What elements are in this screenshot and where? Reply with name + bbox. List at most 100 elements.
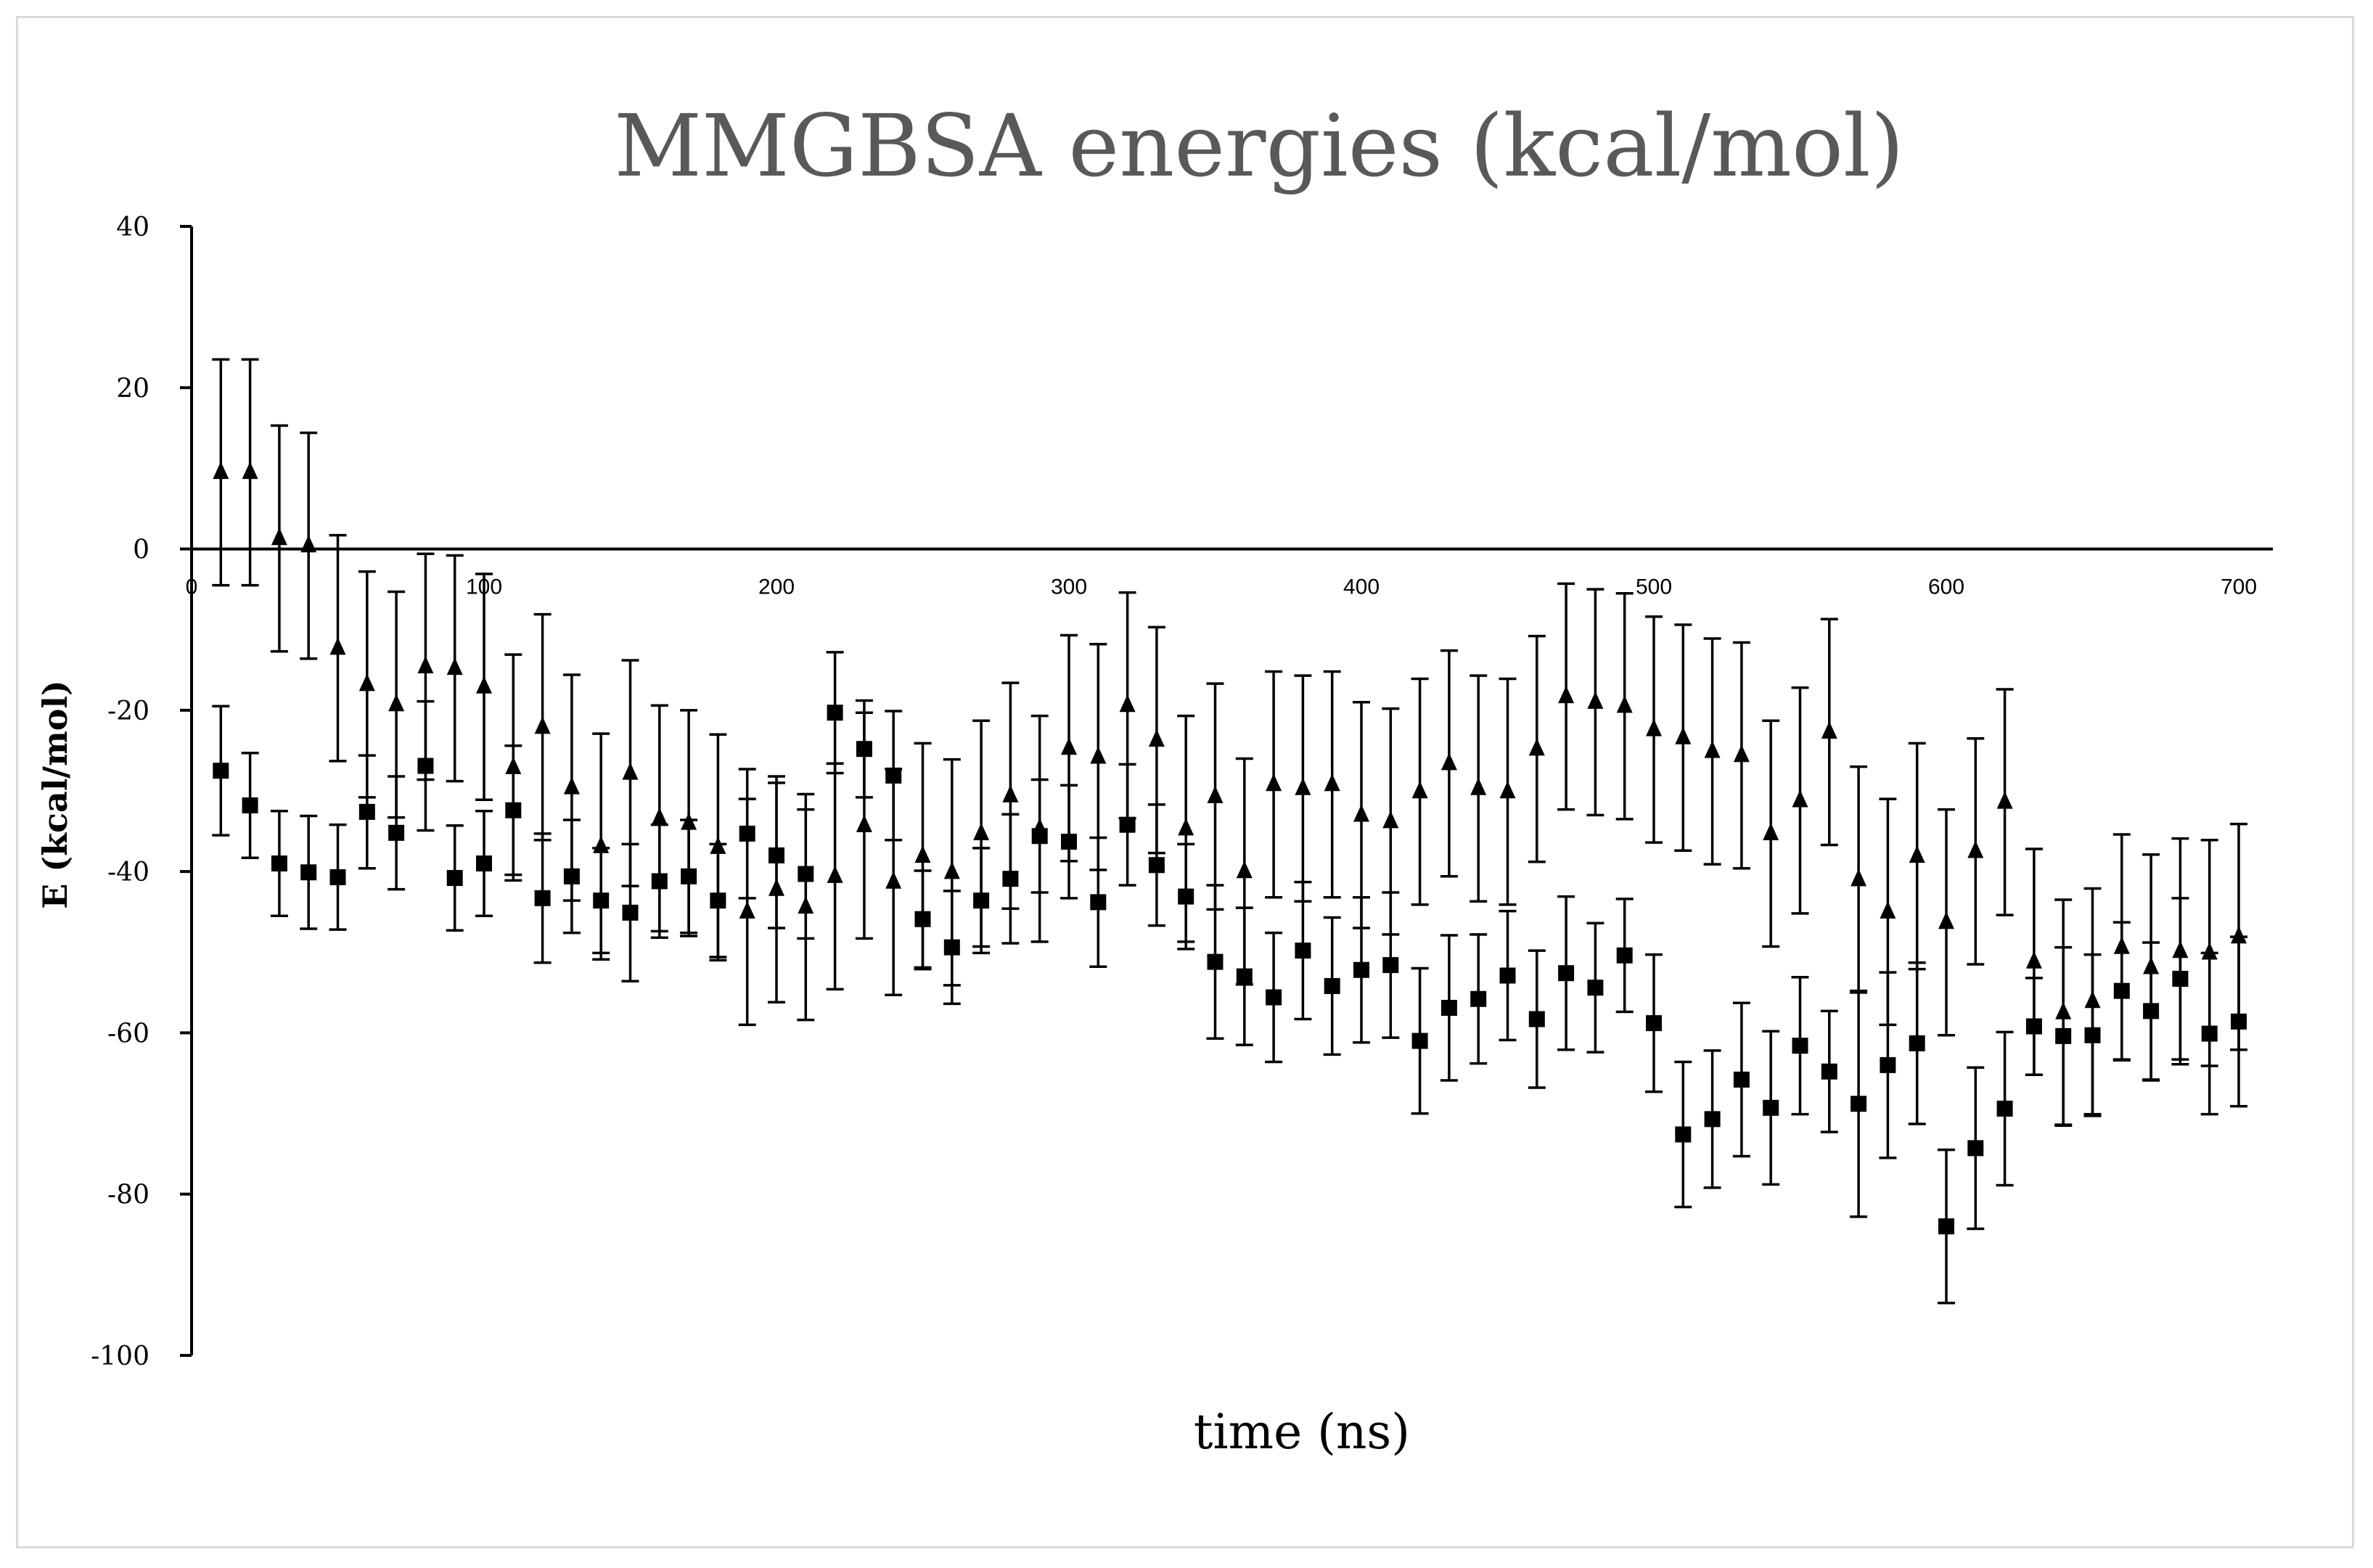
data-point-square (1324, 977, 1340, 994)
y-tick-label: 20 (116, 374, 149, 403)
data-point-square (1733, 1071, 1750, 1088)
data-point-triangle (1324, 773, 1340, 792)
data-point-triangle (651, 807, 668, 825)
data-point-triangle (242, 461, 258, 480)
data-point-square (827, 705, 843, 721)
data-point-square (1148, 857, 1165, 874)
data-point-triangle (1909, 845, 1925, 863)
data-point-square (1236, 968, 1253, 985)
data-point-triangle (1119, 694, 1136, 713)
data-point-square (1002, 871, 1019, 887)
data-point-square (1880, 1056, 1896, 1073)
data-point-square (1178, 888, 1194, 905)
data-point-triangle (1646, 718, 1662, 736)
y-tick-label: -60 (107, 1019, 149, 1048)
data-point-square (1499, 967, 1516, 984)
data-point-square (388, 824, 405, 841)
data-point-triangle (476, 676, 492, 694)
data-point-triangle (1207, 785, 1224, 803)
x-tick-label: 700 (2221, 575, 2257, 599)
data-point-triangle (856, 814, 872, 832)
data-point-triangle (329, 637, 346, 655)
data-point-triangle (1792, 789, 1808, 808)
data-point-square (798, 866, 814, 882)
data-point-square (1967, 1140, 1984, 1157)
data-point-triangle (827, 865, 843, 883)
data-point-square (622, 904, 639, 921)
data-marks (212, 358, 2247, 1305)
data-point-square (300, 864, 317, 881)
data-point-square (1266, 989, 1282, 1006)
data-point-triangle (973, 823, 990, 841)
data-point-triangle (417, 655, 434, 673)
data-point-square (2172, 970, 2189, 987)
data-point-square (1821, 1063, 1837, 1080)
data-point-square (1996, 1100, 2013, 1117)
data-point-square (2084, 1027, 2101, 1043)
data-point-triangle (1733, 744, 1750, 763)
data-point-square (856, 741, 872, 758)
data-point-triangle (914, 845, 931, 863)
data-point-triangle (1851, 869, 1867, 887)
data-point-triangle (2025, 951, 2042, 969)
data-point-square (2231, 1013, 2247, 1030)
data-point-square (1382, 957, 1399, 974)
data-point-square (1704, 1111, 1721, 1128)
data-point-square (534, 890, 551, 906)
data-point-square (1851, 1096, 1867, 1112)
data-point-square (1616, 947, 1633, 964)
data-point-triangle (213, 461, 229, 480)
data-point-triangle (1002, 784, 1019, 803)
data-point-triangle (446, 657, 463, 676)
x-tick-label: 300 (1051, 575, 1087, 599)
data-point-square (1119, 816, 1136, 833)
data-point-square (885, 767, 902, 784)
data-point-triangle (2231, 926, 2247, 944)
data-point-triangle (885, 871, 902, 889)
data-point-triangle (1821, 721, 1837, 739)
data-point-triangle (271, 528, 287, 546)
data-point-triangle (1061, 737, 1077, 755)
data-point-triangle (1499, 781, 1516, 799)
data-point-square (358, 803, 375, 820)
y-tick-label: -20 (107, 697, 149, 726)
data-point-triangle (1148, 729, 1165, 747)
data-point-square (1031, 828, 1048, 845)
data-point-square (1470, 990, 1487, 1007)
data-point-triangle (1938, 911, 1954, 929)
data-point-square (1440, 999, 1457, 1016)
data-point-square (1207, 953, 1224, 970)
data-point-triangle (943, 861, 960, 879)
data-point-triangle (563, 776, 580, 795)
data-point-square (2143, 1003, 2160, 1019)
data-point-triangle (1763, 823, 1779, 841)
data-point-square (973, 892, 990, 909)
x-tick-label: 0 (186, 575, 198, 599)
data-point-triangle (1704, 740, 1721, 758)
y-tick-label: -80 (107, 1181, 149, 1210)
data-point-triangle (1236, 861, 1253, 879)
data-point-square (2201, 1025, 2218, 1042)
data-point-triangle (388, 694, 405, 712)
data-point-square (739, 825, 755, 842)
data-point-triangle (1353, 804, 1369, 822)
data-point-triangle (1178, 818, 1194, 836)
data-point-square (1646, 1015, 1662, 1032)
data-point-triangle (300, 535, 317, 553)
data-point-triangle (1440, 752, 1457, 771)
y-tick-label: 0 (133, 535, 149, 565)
data-point-triangle (1266, 773, 1282, 792)
data-point-square (1675, 1126, 1692, 1143)
data-point-triangle (1967, 840, 1984, 858)
data-point-square (2113, 982, 2130, 999)
y-tick-label: 40 (116, 213, 149, 242)
data-point-square (651, 873, 668, 890)
data-point-square (1061, 834, 1077, 850)
data-point-square (563, 868, 580, 884)
data-point-square (1090, 894, 1107, 911)
data-point-triangle (622, 762, 639, 780)
data-point-triangle (2201, 942, 2218, 960)
data-point-triangle (1558, 686, 1575, 704)
